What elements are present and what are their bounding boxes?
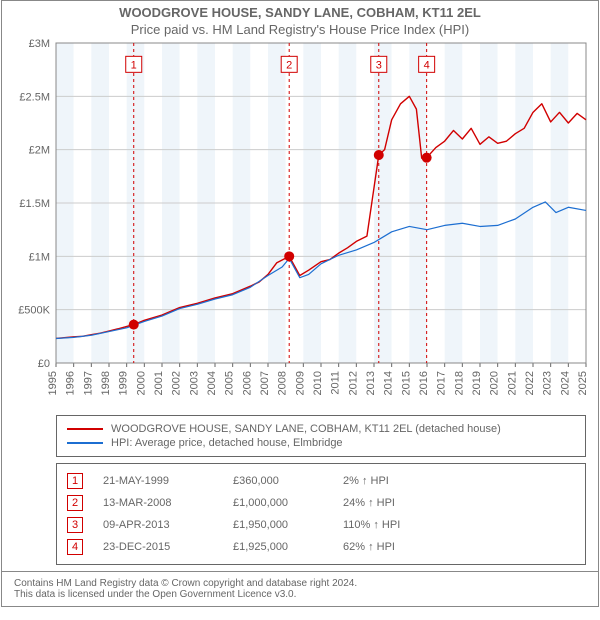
svg-text:£3M: £3M — [29, 38, 50, 50]
tx-pct: 24% ↑ HPI — [343, 497, 423, 509]
tx-date: 09-APR-2013 — [103, 519, 213, 531]
svg-text:2006: 2006 — [241, 371, 253, 395]
svg-text:2005: 2005 — [224, 371, 236, 395]
legend-text: HPI: Average price, detached house, Elmb… — [111, 437, 343, 449]
svg-text:4: 4 — [424, 59, 430, 71]
svg-text:3: 3 — [376, 59, 382, 71]
tx-pct: 62% ↑ HPI — [343, 541, 423, 553]
svg-text:2019: 2019 — [471, 371, 483, 395]
svg-text:2009: 2009 — [294, 371, 306, 395]
svg-text:2017: 2017 — [436, 371, 448, 395]
chart-container: WOODGROVE HOUSE, SANDY LANE, COBHAM, KT1… — [1, 0, 599, 607]
svg-text:1: 1 — [131, 59, 137, 71]
tx-date: 13-MAR-2008 — [103, 497, 213, 509]
svg-text:2001: 2001 — [153, 371, 165, 395]
svg-text:2014: 2014 — [383, 371, 395, 395]
credits-line: This data is licensed under the Open Gov… — [14, 589, 586, 600]
legend-swatch-blue — [67, 442, 103, 444]
svg-text:2015: 2015 — [400, 371, 412, 395]
svg-text:2018: 2018 — [453, 371, 465, 395]
svg-text:2023: 2023 — [542, 371, 554, 395]
table-row: 1 21-MAY-1999 £360,000 2% ↑ HPI — [67, 470, 575, 492]
credits-line: Contains HM Land Registry data © Crown c… — [14, 578, 586, 589]
tx-marker: 2 — [67, 495, 83, 511]
svg-text:2011: 2011 — [330, 371, 342, 395]
chart-svg: £0 £500K £1M £1.5M £2M £2.5M £3M 1995 1996 1997 19… — [2, 37, 598, 407]
svg-text:2010: 2010 — [312, 371, 324, 395]
svg-text:£0: £0 — [38, 358, 50, 370]
chart-titles: WOODGROVE HOUSE, SANDY LANE, COBHAM, KT1… — [2, 1, 598, 37]
legend-text: WOODGROVE HOUSE, SANDY LANE, COBHAM, KT1… — [111, 423, 501, 435]
legend: WOODGROVE HOUSE, SANDY LANE, COBHAM, KT1… — [56, 415, 586, 457]
svg-text:2021: 2021 — [506, 371, 518, 395]
tx-pct: 110% ↑ HPI — [343, 519, 423, 531]
svg-text:2: 2 — [286, 59, 292, 71]
svg-text:2024: 2024 — [559, 371, 571, 395]
svg-text:2003: 2003 — [188, 371, 200, 395]
tx-marker: 4 — [67, 539, 83, 555]
svg-text:2012: 2012 — [347, 371, 359, 395]
svg-text:2002: 2002 — [171, 371, 183, 395]
svg-text:2008: 2008 — [277, 371, 289, 395]
table-row: 2 13-MAR-2008 £1,000,000 24% ↑ HPI — [67, 492, 575, 514]
svg-text:£1M: £1M — [29, 251, 50, 263]
tx-price: £1,925,000 — [233, 541, 323, 553]
tx-date: 21-MAY-1999 — [103, 475, 213, 487]
tx-date: 23-DEC-2015 — [103, 541, 213, 553]
svg-text:2004: 2004 — [206, 371, 218, 395]
svg-text:2000: 2000 — [135, 371, 147, 395]
title-sub: Price paid vs. HM Land Registry's House … — [2, 22, 598, 37]
svg-text:£500K: £500K — [18, 305, 50, 317]
tx-price: £1,000,000 — [233, 497, 323, 509]
tx-marker: 1 — [67, 473, 83, 489]
svg-text:£2.5M: £2.5M — [19, 91, 50, 103]
legend-row: WOODGROVE HOUSE, SANDY LANE, COBHAM, KT1… — [67, 422, 575, 436]
svg-text:1999: 1999 — [118, 371, 130, 395]
svg-text:1997: 1997 — [82, 371, 94, 395]
svg-text:1996: 1996 — [65, 371, 77, 395]
svg-text:£2M: £2M — [29, 145, 50, 157]
svg-text:1998: 1998 — [100, 371, 112, 395]
svg-text:2025: 2025 — [577, 371, 589, 395]
tx-marker: 3 — [67, 517, 83, 533]
tx-pct: 2% ↑ HPI — [343, 475, 423, 487]
svg-text:2007: 2007 — [259, 371, 271, 395]
legend-swatch-red — [67, 428, 103, 430]
tx-price: £360,000 — [233, 475, 323, 487]
svg-text:2020: 2020 — [489, 371, 501, 395]
svg-text:£1.5M: £1.5M — [19, 198, 50, 210]
tx-price: £1,950,000 — [233, 519, 323, 531]
svg-text:2022: 2022 — [524, 371, 536, 395]
table-row: 4 23-DEC-2015 £1,925,000 62% ↑ HPI — [67, 536, 575, 558]
chart-plot: £0 £500K £1M £1.5M £2M £2.5M £3M 1995 1996 1997 19… — [2, 37, 598, 407]
svg-text:2013: 2013 — [365, 371, 377, 395]
title-main: WOODGROVE HOUSE, SANDY LANE, COBHAM, KT1… — [2, 5, 598, 20]
legend-row: HPI: Average price, detached house, Elmb… — [67, 436, 575, 450]
credits: Contains HM Land Registry data © Crown c… — [2, 571, 598, 606]
svg-text:2016: 2016 — [418, 371, 430, 395]
table-row: 3 09-APR-2013 £1,950,000 110% ↑ HPI — [67, 514, 575, 536]
transactions-table: 1 21-MAY-1999 £360,000 2% ↑ HPI 2 13-MAR… — [56, 463, 586, 565]
svg-text:1995: 1995 — [47, 371, 59, 395]
